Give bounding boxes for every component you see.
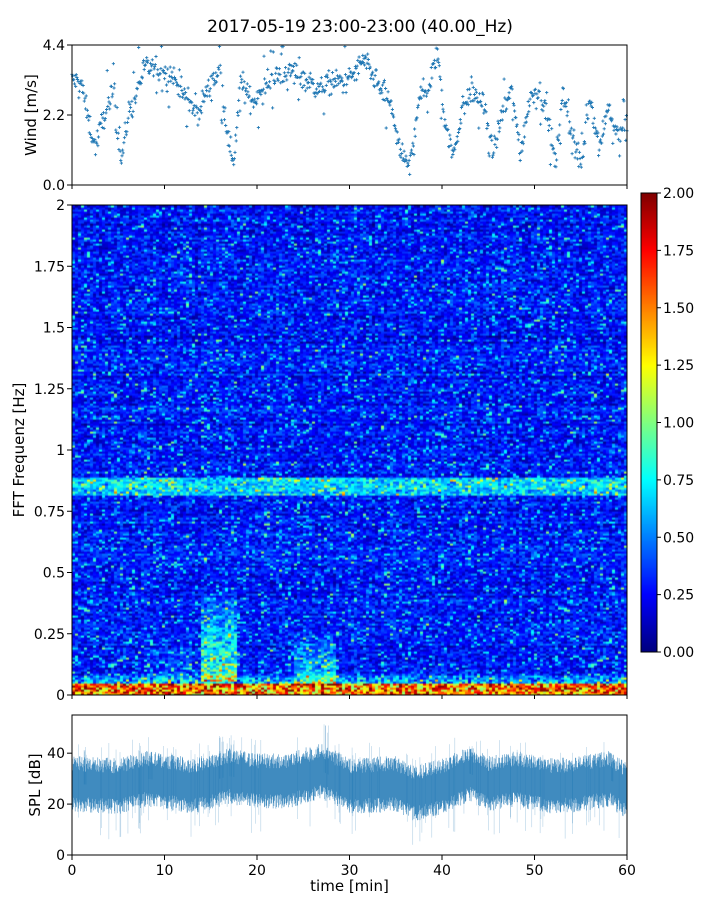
wind-y-axis-label: Wind [m/s] (22, 74, 40, 156)
spl-panel: 0 20 40 0 10 20 30 40 50 60 SPL [dB] time [min] (26, 714, 636, 895)
spl-x-tick-label: 20 (248, 863, 266, 879)
wind-y-tick-label: 4.4 (43, 38, 65, 54)
colorbar-tick-label: 0.00 (663, 645, 694, 661)
colorbar-tick-label: 0.75 (663, 473, 694, 489)
spectrogram-y-tick-label: 1 (56, 443, 65, 459)
spectrogram-y-tick-label: 2 (56, 198, 65, 214)
colorbar-tick-label: 1.00 (663, 416, 694, 432)
wind-panel: 0.0 2.2 4.4 Wind [m/s] (22, 38, 629, 194)
spl-x-ticks: 0 10 20 30 40 50 60 (68, 855, 636, 879)
spl-y-tick-label: 20 (47, 797, 65, 813)
spectrogram-y-tick-label: 0.5 (43, 566, 65, 582)
figure-title: 2017-05-19 23:00-23:00 (40.00_Hz) (207, 17, 513, 37)
colorbar-tick-label: 0.50 (663, 530, 694, 546)
spl-y-axis-label: SPL [dB] (26, 753, 44, 816)
spectrogram-y-tick-label: 0.75 (34, 504, 65, 520)
wind-y-tick-label: 2.2 (43, 108, 65, 124)
wind-y-ticks: 0.0 2.2 4.4 (43, 38, 72, 194)
spectrogram-y-tick-label: 0 (56, 688, 65, 704)
spectrogram-image (72, 205, 627, 695)
spl-x-tick-label: 60 (618, 863, 636, 879)
spectrogram-panel: 0 0.25 0.5 0.75 1 1.25 1.5 1.75 2 FFT Frequenz [… (10, 198, 628, 704)
colorbar-tick-label: 2.00 (663, 186, 694, 202)
colorbar-tick-label: 1.75 (663, 243, 694, 259)
spectrogram-y-ticks: 0 0.25 0.5 0.75 1 1.25 1.5 1.75 2 (34, 198, 72, 704)
spectrogram-y-tick-label: 1.5 (43, 321, 65, 337)
spectrogram-y-axis-label: FFT Frequenz [Hz] (10, 383, 28, 518)
spectrogram-y-tick-label: 0.25 (34, 627, 65, 643)
spectrogram-y-tick-label: 1.25 (34, 382, 65, 398)
spl-area-series (71, 724, 628, 845)
colorbar-tick-label: 0.25 (663, 588, 694, 604)
spl-x-tick-label: 10 (156, 863, 174, 879)
spl-x-tick-label: 40 (433, 863, 451, 879)
wind-data-points (70, 45, 629, 176)
spl-x-axis-label: time [min] (310, 877, 389, 895)
colorbar: 0.00 0.25 0.50 0.75 1.00 1.25 1.50 1.75 2.00 (640, 186, 694, 661)
colorbar-ticks: 0.00 0.25 0.50 0.75 1.00 1.25 1.50 1.75 2.00 (657, 186, 694, 661)
spectrogram-x-ticks (71, 695, 628, 699)
spl-y-ticks: 0 20 40 (47, 746, 72, 864)
colorbar-tick-label: 1.25 (663, 358, 694, 374)
colorbar-tick-label: 1.50 (663, 301, 694, 317)
colorbar-gradient (641, 193, 657, 652)
spl-y-tick-label: 40 (47, 746, 65, 762)
spl-x-tick-label: 50 (526, 863, 544, 879)
spl-band (71, 744, 628, 821)
spl-x-tick-label: 0 (68, 863, 77, 879)
wind-x-ticks (71, 185, 628, 189)
spectrogram-y-tick-label: 1.75 (34, 259, 65, 275)
wind-y-tick-label: 0.0 (43, 178, 65, 194)
wind-scatter-series (70, 45, 629, 176)
spl-y-tick-label: 0 (56, 848, 65, 864)
spl-x-tick-label: 30 (341, 863, 359, 879)
